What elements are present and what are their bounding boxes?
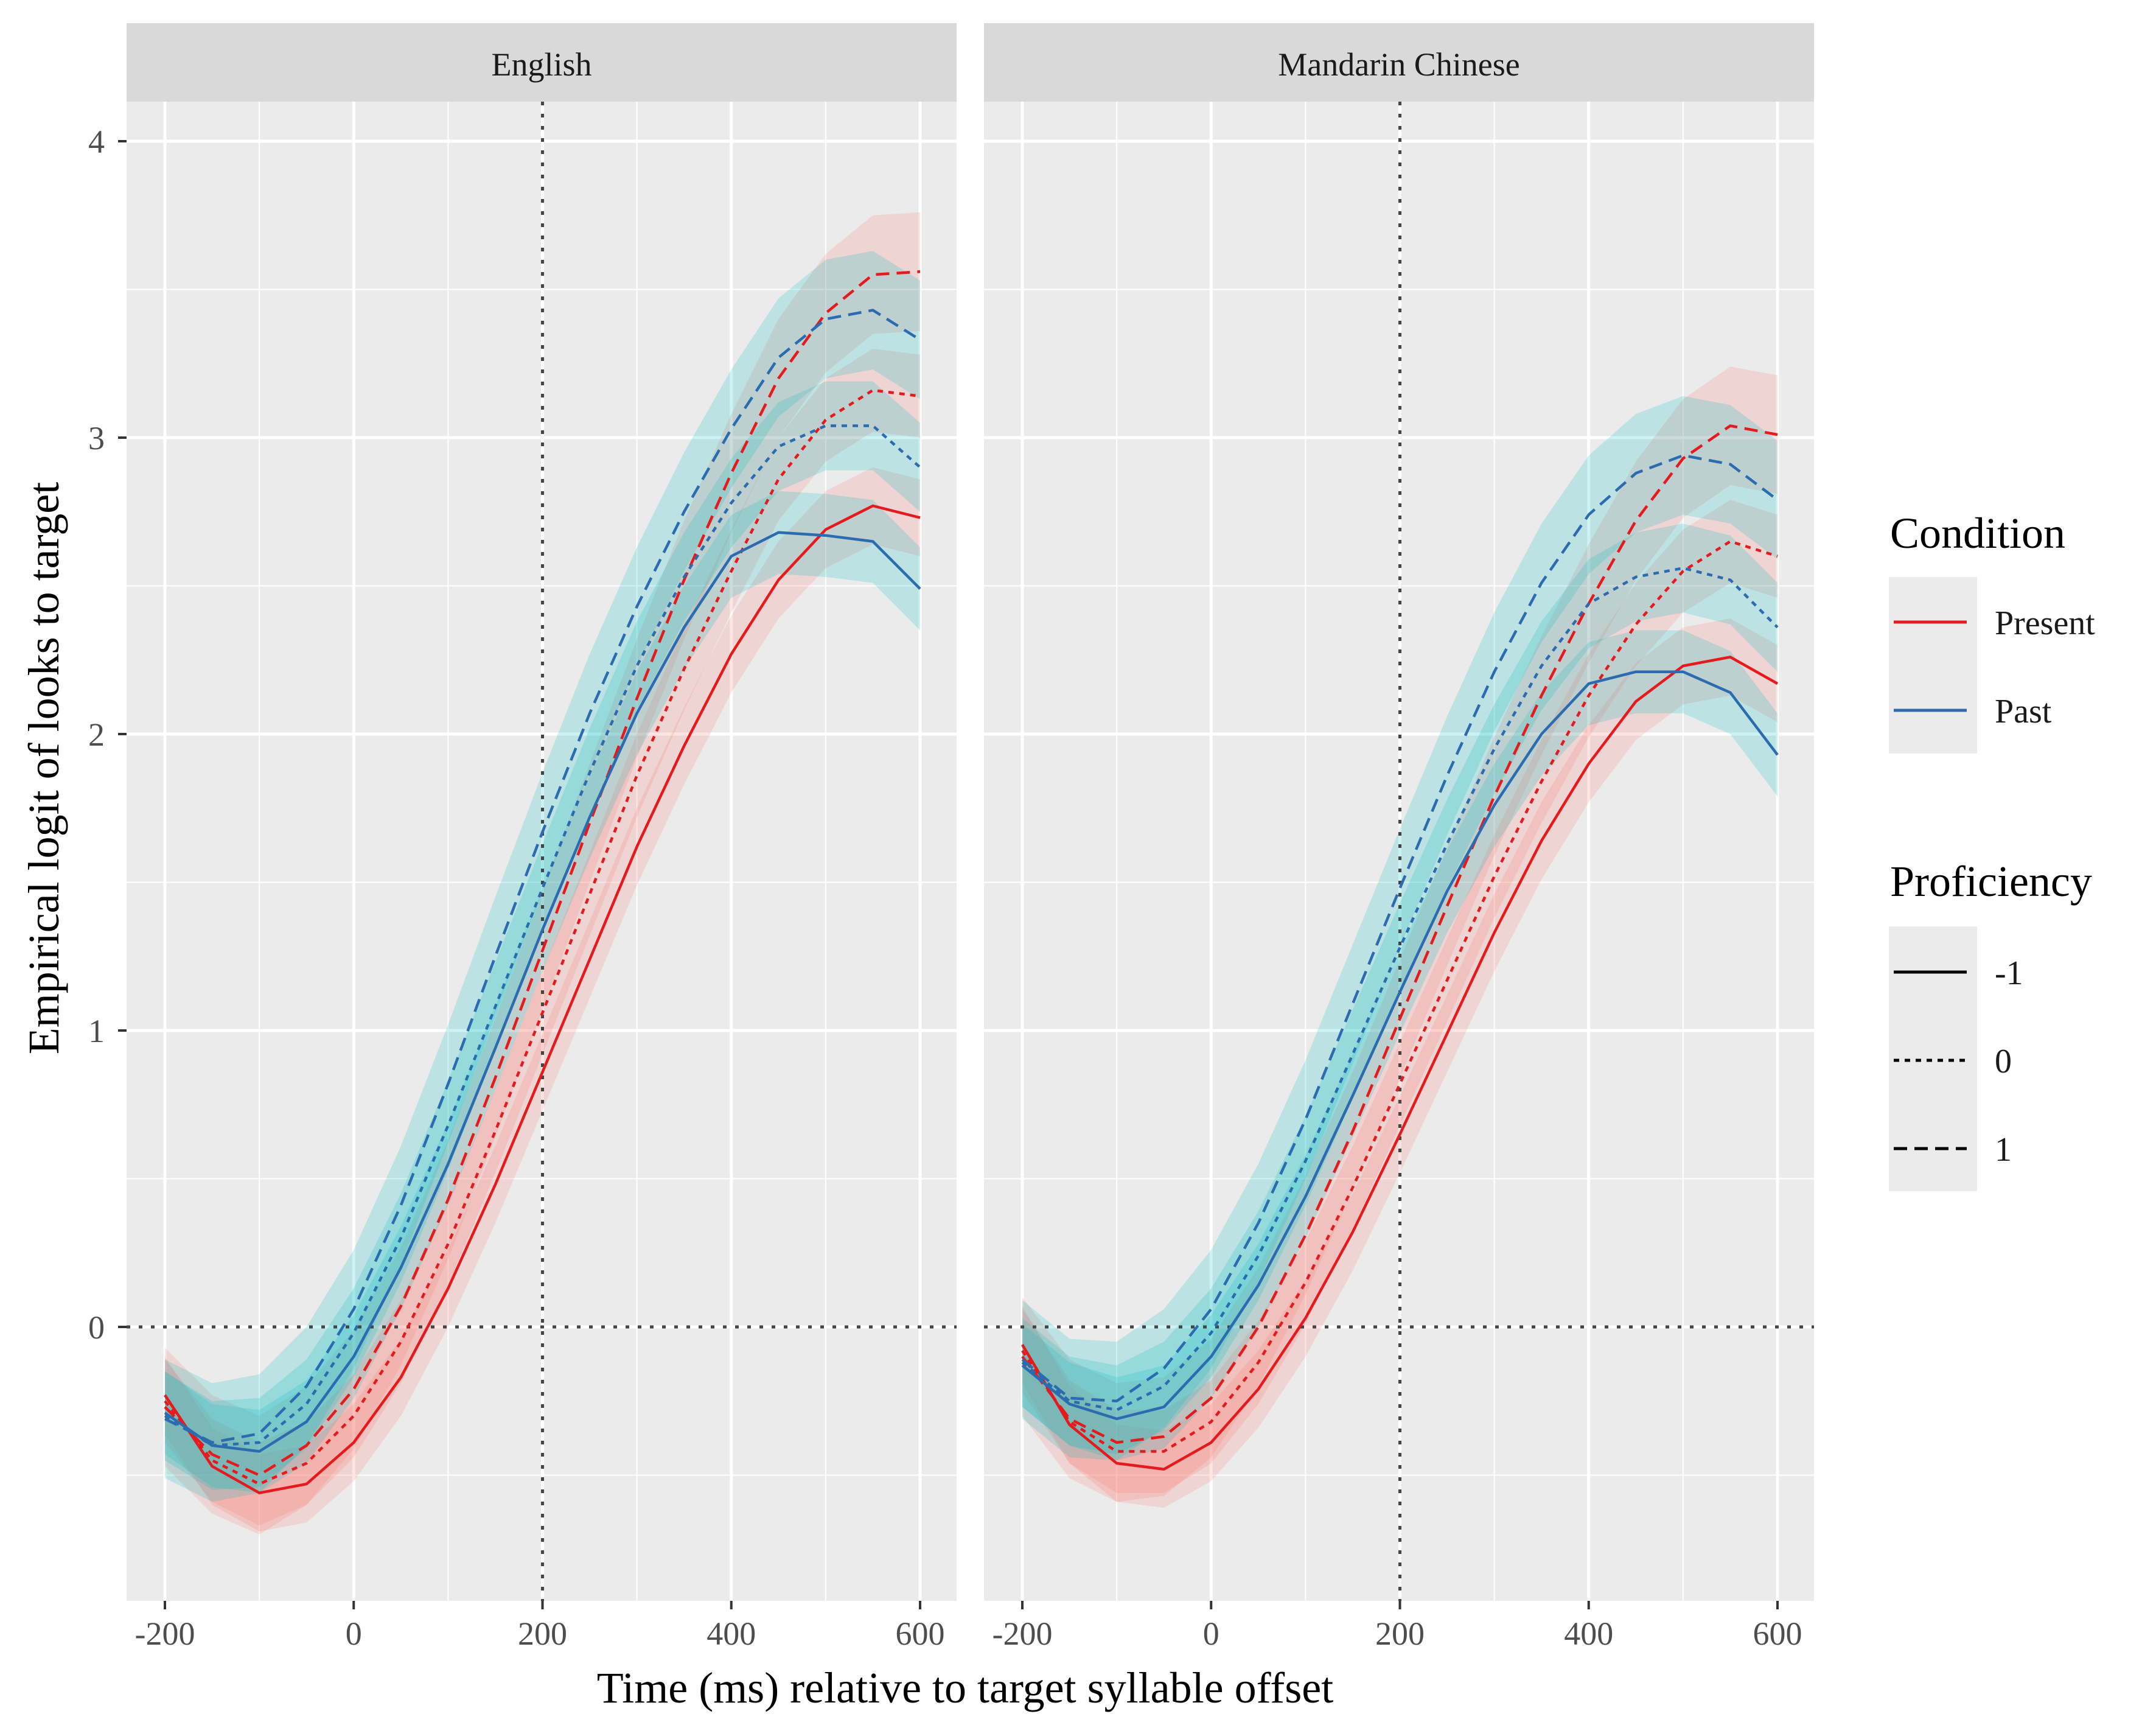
x-tick-label: 0 xyxy=(346,1615,362,1652)
facet-label: Mandarin Chinese xyxy=(1278,46,1519,83)
legend-proficiency: Proficiency -1 0 1 xyxy=(1889,857,2092,1191)
x-tick-label: -200 xyxy=(993,1615,1053,1652)
ribbon-present-prof-1 xyxy=(165,212,920,1534)
x-tick-label: 600 xyxy=(896,1615,945,1652)
axes: -200 0 200 400 600 -200 0 200 400 600 0 1 2 3 4 xyxy=(88,124,1802,1652)
legend-label: 0 xyxy=(1995,1043,2012,1080)
x-tick-label: 200 xyxy=(518,1615,567,1652)
series-line-past-prof-0 xyxy=(1021,567,1779,1412)
legend-title: Proficiency xyxy=(1890,857,2092,906)
ribbon-past-prof-1 xyxy=(165,251,920,1502)
series-line-present-prof-0 xyxy=(1021,540,1778,1453)
y-tick-label: 3 xyxy=(88,420,105,457)
series-line-present-prof-1 xyxy=(164,270,921,1477)
y-tick-label: 0 xyxy=(88,1309,105,1346)
series-line-past-prof-1 xyxy=(164,309,921,1444)
y-tick-label: 1 xyxy=(88,1013,105,1049)
ribbon-present-prof-1 xyxy=(1022,366,1777,1502)
legend: Condition Present Past Proficiency -1 0 1 xyxy=(1889,509,2095,1191)
x-tick-label: 600 xyxy=(1753,1615,1802,1652)
facet-strip xyxy=(127,23,957,102)
legend-title: Condition xyxy=(1890,509,2065,558)
panel-0: English xyxy=(127,23,957,1601)
facet-label: English xyxy=(491,46,591,83)
legend-key-background xyxy=(1889,577,1977,754)
panels: English Mandarin Chinese xyxy=(127,23,1814,1601)
series-line-present-prof--1 xyxy=(1021,656,1779,1471)
x-tick-label: 0 xyxy=(1203,1615,1219,1652)
y-axis-title: Empirical logit of looks to target xyxy=(19,482,68,1055)
x-tick-label: 200 xyxy=(1375,1615,1425,1652)
series-line-past-prof-0 xyxy=(164,424,921,1447)
legend-label: 1 xyxy=(1995,1131,2012,1169)
series-line-past-prof--1 xyxy=(1021,670,1779,1421)
y-tick-label: 4 xyxy=(88,124,105,160)
series-line-past-prof-1 xyxy=(1021,453,1779,1403)
ribbon-present-prof--1 xyxy=(1022,618,1777,1508)
x-tick-label: 400 xyxy=(706,1615,756,1652)
legend-label: Past xyxy=(1995,693,2052,730)
legend-label: -1 xyxy=(1995,954,2023,992)
legend-label: Present xyxy=(1995,604,2095,642)
ribbon-past-prof--1 xyxy=(1022,630,1777,1461)
facet-strip xyxy=(984,23,1814,102)
series-line-past-prof--1 xyxy=(164,531,921,1453)
x-tick-label: -200 xyxy=(135,1615,195,1652)
panel-1: Mandarin Chinese xyxy=(984,23,1814,1601)
series-line-present-prof-0 xyxy=(164,388,921,1486)
series-line-present-prof--1 xyxy=(164,504,921,1494)
ribbon-past-prof-1 xyxy=(1022,396,1777,1461)
y-tick-label: 2 xyxy=(88,716,105,753)
x-tick-label: 400 xyxy=(1564,1615,1613,1652)
ribbon-present-prof-0 xyxy=(1022,500,1777,1493)
legend-condition: Condition Present Past xyxy=(1889,509,2095,754)
series-line-present-prof-1 xyxy=(1021,424,1778,1444)
x-axis-title: Time (ms) relative to target syllable of… xyxy=(597,1664,1333,1712)
